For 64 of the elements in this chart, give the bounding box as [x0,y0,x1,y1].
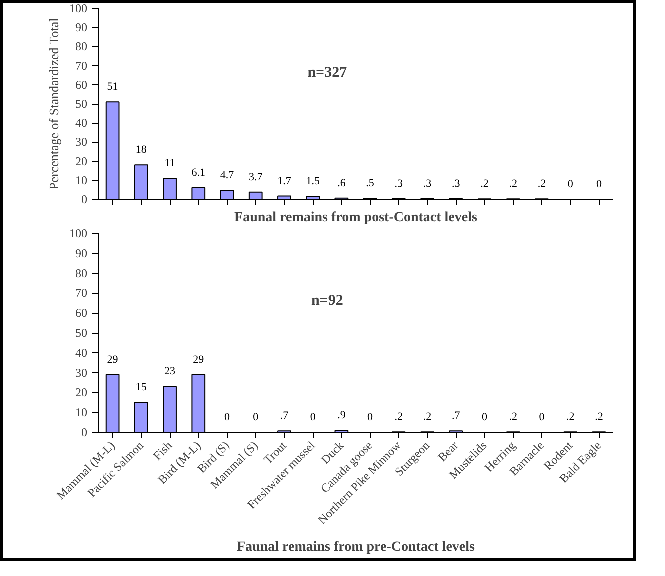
data-label: 1.7 [278,175,292,188]
data-label: .2 [595,411,604,424]
data-label: 15 [136,382,148,394]
data-label: 0 [482,412,488,424]
data-label: .2 [538,178,546,190]
data-label: 4.7 [220,170,235,182]
y-tick-label: 60 [76,78,88,92]
data-label: 29 [193,354,205,366]
x-axis-title: Faunal remains from pre-Contact levels [237,540,476,556]
data-label: .2 [480,178,489,190]
data-label: 0 [224,412,230,424]
data-label: 23 [164,366,176,378]
x-tick-label: Fish [150,438,175,464]
y-axis-title: Percentage of Standardized Total [46,18,62,190]
y-tick-label: 40 [76,116,88,130]
x-axis-title: Faunal remains from post-Contact levels [234,210,478,226]
y-tick-label: 30 [76,366,88,380]
y-tick-label: 10 [76,173,88,188]
data-label: 0 [368,412,374,424]
data-label: .2 [509,411,518,424]
data-label: 18 [136,144,148,156]
data-label: 6.1 [192,166,206,179]
data-label: 0 [253,412,260,424]
y-tick-label: 100 [70,226,88,240]
data-label: .2 [566,411,575,424]
y-tick-label: 80 [76,266,88,280]
data-label: .6 [338,177,346,190]
data-label: 0 [310,412,316,424]
data-label: .7 [280,410,290,422]
y-tick-label: 30 [76,135,88,150]
data-label: 11 [164,157,176,170]
data-label: .7 [452,410,461,422]
data-label: 51 [107,81,118,94]
y-tick-label: 100 [70,2,88,16]
data-label: .2 [423,411,432,424]
data-label: 0 [539,412,546,424]
data-label: .9 [338,410,346,422]
data-label: .3 [394,178,404,190]
y-tick-label: 0 [82,426,88,440]
y-tick-label: 20 [76,386,88,400]
annotation: n=92 [311,293,344,310]
y-tick-label: 90 [76,246,88,260]
y-tick-label: 0 [82,192,88,206]
y-tick-label: 60 [76,306,88,320]
y-tick-label: 80 [76,40,88,54]
data-label: .2 [509,178,518,190]
data-label: .3 [423,178,432,190]
data-label: 3.7 [248,171,264,184]
data-label: 0 [568,178,574,190]
y-tick-label: 90 [76,20,88,35]
y-tick-label: 70 [76,58,88,73]
annotation: n=327 [308,65,348,82]
data-label: 1.5 [306,176,320,188]
y-tick-label: 50 [76,97,88,111]
data-label: .5 [366,178,375,190]
data-label: .2 [394,411,404,424]
y-tick-label: 40 [76,346,88,360]
data-label: .3 [452,178,461,190]
data-label: 29 [107,354,119,366]
y-tick-label: 70 [76,286,88,300]
y-tick-label: 10 [76,406,88,420]
y-tick-label: 50 [76,326,88,340]
data-label: 0 [596,178,602,190]
y-tick-label: 20 [76,154,88,168]
